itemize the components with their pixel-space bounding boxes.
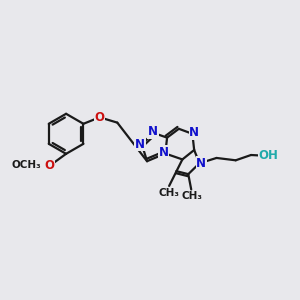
Text: O: O [94,111,105,124]
Text: N: N [135,138,145,151]
Text: N: N [148,125,158,138]
Text: N: N [196,157,206,170]
Text: O: O [44,159,54,172]
Text: N: N [189,126,199,139]
Text: CH₃: CH₃ [159,188,180,198]
Text: OH: OH [258,149,278,162]
Text: OCH₃: OCH₃ [12,160,42,170]
Text: N: N [159,146,169,159]
Text: CH₃: CH₃ [181,191,202,201]
